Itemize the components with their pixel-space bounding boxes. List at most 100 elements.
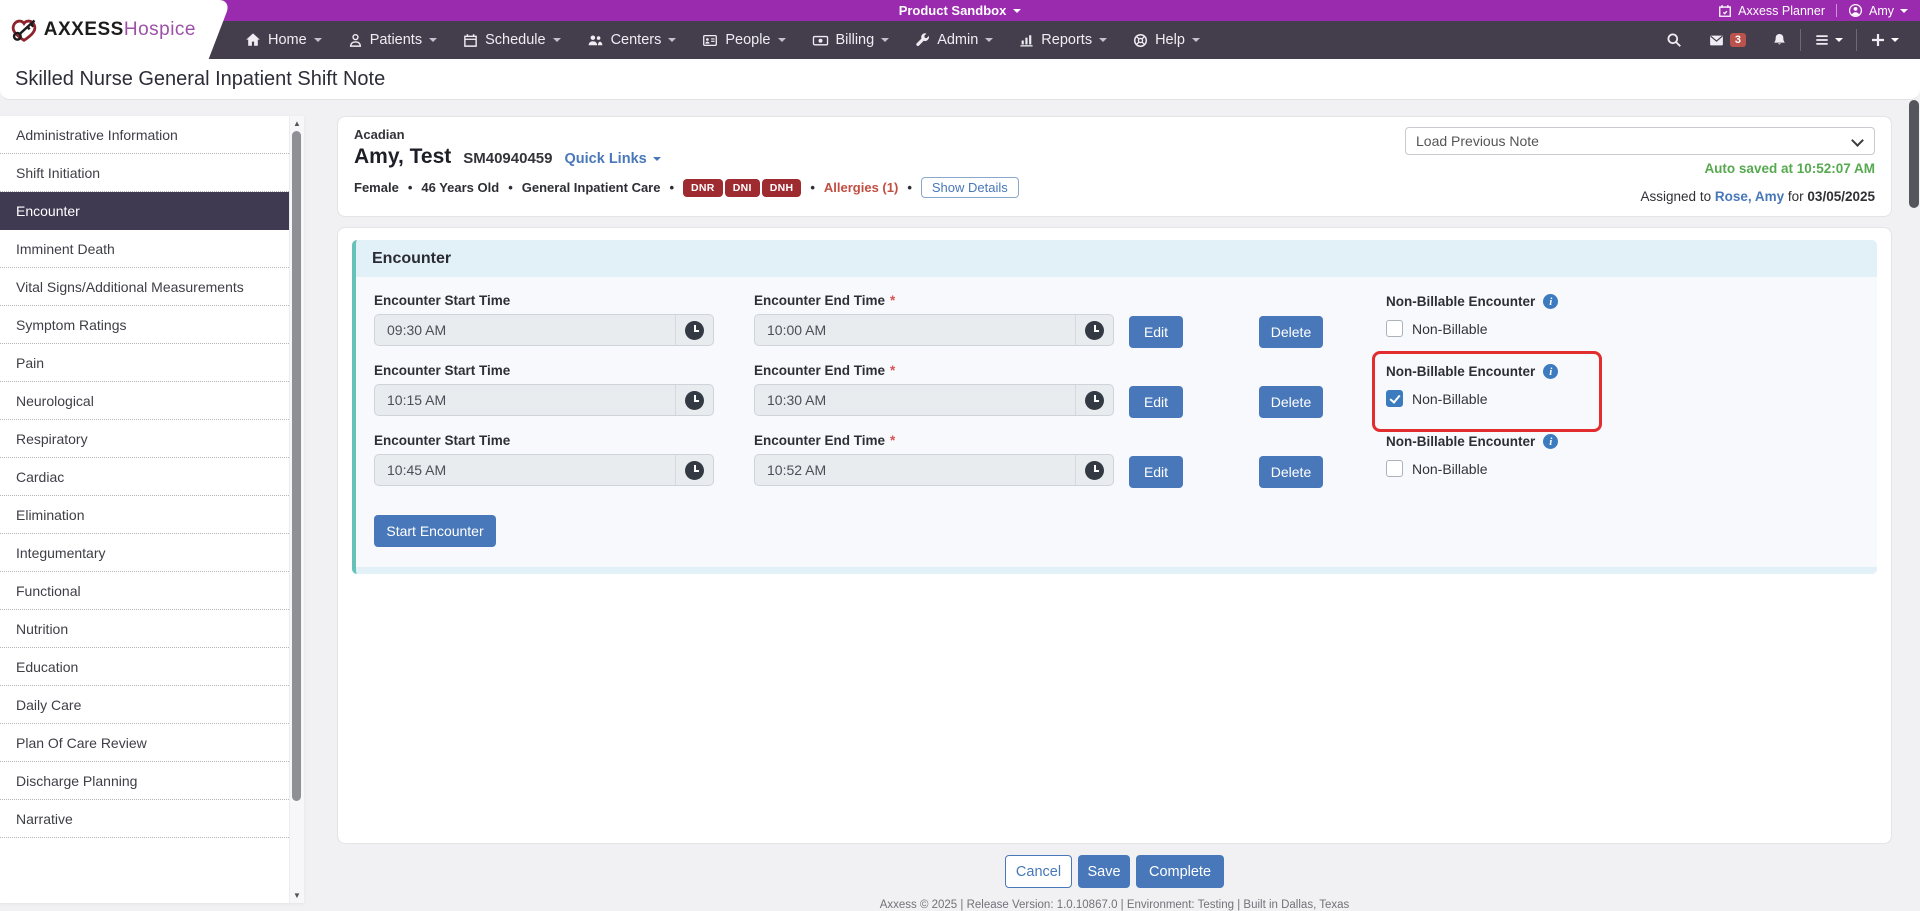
nav-item-home[interactable]: Home (232, 21, 335, 59)
time-picker-button[interactable] (675, 455, 713, 485)
nav-item-schedule[interactable]: Schedule (450, 21, 573, 59)
add-new-button[interactable] (1857, 21, 1912, 59)
time-picker-button[interactable] (675, 385, 713, 415)
sidebar-item-cardiac[interactable]: Cardiac (0, 458, 289, 496)
nav-item-reports[interactable]: Reports (1006, 21, 1120, 59)
info-icon[interactable] (1543, 294, 1559, 309)
sidebar-item-symptom-ratings[interactable]: Symptom Ratings (0, 306, 289, 344)
environment-label: Product Sandbox (898, 3, 1007, 18)
sidebar-item-plan-of-care-review[interactable]: Plan Of Care Review (0, 724, 289, 762)
nav-divider (1800, 29, 1801, 51)
sidebar-item-functional[interactable]: Functional (0, 572, 289, 610)
sidebar-item-vital-signs[interactable]: Vital Signs/Additional Measurements (0, 268, 289, 306)
start-encounter-button[interactable]: Start Encounter (374, 515, 496, 547)
non-billable-checkbox[interactable] (1386, 320, 1403, 337)
time-picker-button[interactable] (675, 315, 713, 345)
messages-button[interactable]: 3 (1695, 21, 1759, 59)
nav-item-label: Reports (1041, 32, 1093, 48)
save-button[interactable]: Save (1078, 855, 1130, 888)
scroll-up-arrow-icon[interactable]: ▲ (293, 119, 301, 128)
sidebar-item-respiratory[interactable]: Respiratory (0, 420, 289, 458)
user-circle-icon (1848, 3, 1863, 18)
info-icon[interactable] (1543, 434, 1559, 449)
assignment-line: Assigned to Rose, Amy for 03/05/2025 (1405, 189, 1875, 204)
sidebar-item-encounter[interactable]: Encounter (0, 192, 289, 230)
edit-encounter-button[interactable]: Edit (1129, 386, 1183, 418)
info-icon[interactable] (1543, 364, 1559, 379)
start-time-input[interactable] (375, 455, 675, 485)
end-time-input[interactable] (755, 315, 1075, 345)
notifications-button[interactable] (1759, 21, 1800, 59)
edit-encounter-button[interactable]: Edit (1129, 456, 1183, 488)
sidebar-scrollbar[interactable]: ▲ ▼ (289, 116, 304, 903)
cancel-button[interactable]: Cancel (1005, 855, 1072, 888)
envelope-icon (1710, 35, 1723, 45)
end-time-label-text: Encounter End Time (754, 363, 886, 378)
sidebar-item-nutrition[interactable]: Nutrition (0, 610, 289, 648)
complete-button[interactable]: Complete (1136, 855, 1224, 888)
sidebar-item-neurological[interactable]: Neurological (0, 382, 289, 420)
list-icon (1816, 35, 1828, 45)
nav-item-help[interactable]: Help (1120, 21, 1213, 59)
sidebar-item-administrative-information[interactable]: Administrative Information (0, 116, 289, 154)
delete-encounter-button[interactable]: Delete (1259, 456, 1323, 488)
bullet-separator (408, 180, 413, 195)
axxess-planner-link[interactable]: Axxess Planner (1718, 4, 1825, 18)
sidebar-item-education[interactable]: Education (0, 648, 289, 686)
nav-item-billing[interactable]: Billing (799, 21, 903, 59)
assigned-prefix: Assigned to (1640, 189, 1712, 204)
nav-item-patients[interactable]: Patients (335, 21, 450, 59)
end-time-input[interactable] (755, 385, 1075, 415)
nav-item-admin[interactable]: Admin (902, 21, 1006, 59)
edit-encounter-button[interactable]: Edit (1129, 316, 1183, 348)
time-picker-button[interactable] (1075, 315, 1113, 345)
list-menu-button[interactable] (1801, 21, 1856, 59)
sidebar-item-narrative[interactable]: Narrative (0, 800, 289, 838)
chevron-down-icon (1191, 38, 1200, 42)
sidebar-item-discharge-planning[interactable]: Discharge Planning (0, 762, 289, 800)
nav-item-people[interactable]: People (689, 21, 798, 59)
time-picker-button[interactable] (1075, 385, 1113, 415)
quick-links-menu[interactable]: Quick Links (565, 151, 661, 167)
wrench-icon (916, 32, 930, 46)
axxess-planner-label: Axxess Planner (1738, 3, 1825, 18)
user-menu[interactable]: Amy (1848, 3, 1908, 18)
sidebar-item-shift-initiation[interactable]: Shift Initiation (0, 154, 289, 192)
search-button[interactable] (1653, 21, 1695, 59)
patient-info-block: Acadian Amy, Test SM40940459 Quick Links… (354, 127, 1019, 204)
sidebar-item-daily-care[interactable]: Daily Care (0, 686, 289, 724)
show-details-button[interactable]: Show Details (920, 177, 1019, 198)
delete-encounter-button[interactable]: Delete (1259, 386, 1323, 418)
non-billable-checkbox-checked[interactable] (1386, 390, 1403, 407)
start-time-input[interactable] (375, 385, 675, 415)
end-time-label: Encounter End Time * (754, 433, 1114, 448)
delete-encounter-button[interactable]: Delete (1259, 316, 1323, 348)
end-time-input[interactable] (755, 455, 1075, 485)
time-picker-button[interactable] (1075, 455, 1113, 485)
encounter-row-1: Encounter Start Time Encounter End Time * (374, 293, 1859, 348)
sidebar-item-pain[interactable]: Pain (0, 344, 289, 382)
patient-level-of-care: General Inpatient Care (521, 180, 661, 195)
assigned-date: 03/05/2025 (1807, 189, 1875, 204)
patient-mrn: SM40940459 (463, 150, 553, 167)
plus-icon (1872, 34, 1884, 46)
app-logo[interactable]: AXXESSHospice (0, 0, 196, 59)
patient-user-icon (349, 33, 361, 47)
load-previous-note-select[interactable]: Load Previous Note (1405, 127, 1875, 155)
page-scrollbar-thumb[interactable] (1909, 100, 1919, 208)
sidebar-scrollbar-thumb[interactable] (292, 131, 301, 801)
page-scrollbar[interactable] (1908, 100, 1920, 903)
sidebar-item-integumentary[interactable]: Integumentary (0, 534, 289, 572)
main-panel: Acadian Amy, Test SM40940459 Quick Links… (337, 116, 1892, 911)
allergies-link[interactable]: Allergies (1) (823, 180, 899, 195)
start-time-input[interactable] (375, 315, 675, 345)
assignee-link[interactable]: Rose, Amy (1714, 189, 1785, 204)
sidebar-item-elimination[interactable]: Elimination (0, 496, 289, 534)
nav-item-centers[interactable]: Centers (574, 21, 690, 59)
non-billable-checkbox[interactable] (1386, 460, 1403, 477)
environment-selector[interactable]: Product Sandbox (899, 3, 1022, 18)
non-billable-checkbox-row: Non-Billable (1386, 460, 1616, 477)
sidebar-item-imminent-death[interactable]: Imminent Death (0, 230, 289, 268)
user-name-label: Amy (1869, 3, 1894, 18)
scroll-down-arrow-icon[interactable]: ▼ (293, 891, 301, 900)
